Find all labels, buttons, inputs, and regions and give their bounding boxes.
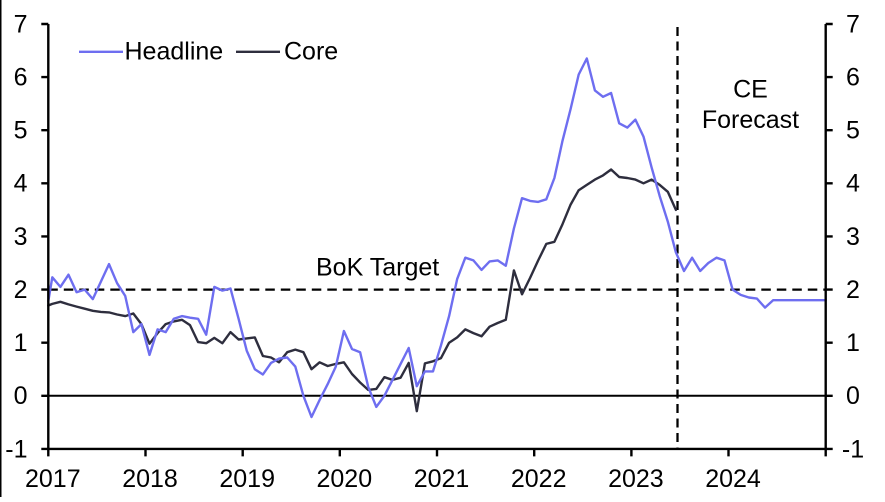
svg-text:Forecast: Forecast (702, 106, 799, 134)
svg-text:1: 1 (14, 329, 28, 357)
svg-text:BoK Target: BoK Target (316, 253, 439, 281)
svg-text:CE: CE (733, 76, 768, 104)
svg-text:2018: 2018 (122, 465, 178, 493)
svg-text:0: 0 (846, 382, 860, 410)
svg-text:6: 6 (846, 64, 860, 92)
svg-text:Core: Core (284, 38, 338, 66)
svg-text:-1: -1 (842, 435, 864, 463)
svg-text:4: 4 (14, 170, 28, 198)
svg-text:7: 7 (846, 10, 860, 38)
svg-text:2019: 2019 (219, 465, 275, 493)
svg-text:5: 5 (14, 117, 28, 145)
svg-text:7: 7 (14, 10, 28, 38)
svg-text:2021: 2021 (414, 465, 470, 493)
svg-text:2022: 2022 (511, 465, 567, 493)
svg-text:3: 3 (846, 223, 860, 251)
svg-text:Headline: Headline (125, 38, 224, 66)
svg-text:2023: 2023 (608, 465, 664, 493)
svg-text:2: 2 (14, 276, 28, 304)
svg-text:2: 2 (846, 276, 860, 304)
svg-text:2020: 2020 (316, 465, 372, 493)
svg-text:6: 6 (14, 64, 28, 92)
svg-text:2017: 2017 (25, 465, 81, 493)
svg-text:2024: 2024 (705, 465, 761, 493)
svg-text:1: 1 (846, 329, 860, 357)
svg-text:-1: -1 (5, 435, 27, 463)
svg-text:3: 3 (14, 223, 28, 251)
svg-text:4: 4 (846, 170, 860, 198)
svg-text:5: 5 (846, 117, 860, 145)
svg-text:0: 0 (14, 382, 28, 410)
